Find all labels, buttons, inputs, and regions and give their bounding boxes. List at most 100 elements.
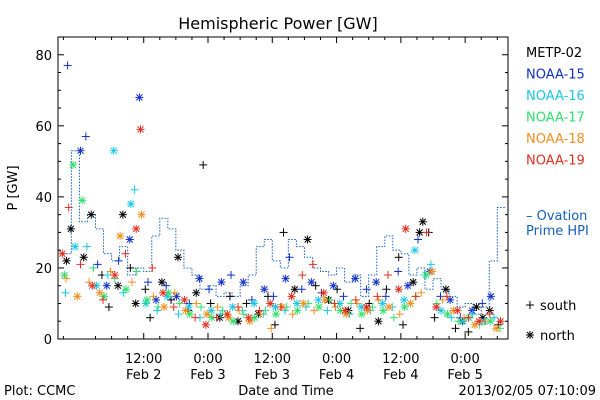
marker-legend-label-south: south [540, 299, 576, 314]
point-noaa-18-south [85, 278, 94, 287]
marker-stroke [116, 232, 124, 240]
point-metp-02-south [146, 313, 155, 322]
point-noaa-19-south [485, 310, 494, 319]
point-noaa-15-north [102, 281, 111, 290]
point-noaa-17-north [229, 317, 238, 326]
point-noaa-15-north [260, 285, 269, 294]
point-noaa-15-south [269, 292, 278, 301]
point-noaa-18-south [352, 299, 361, 308]
point-noaa-19-south [373, 292, 382, 301]
marker-stroke [260, 285, 268, 293]
point-noaa-19-north [180, 295, 189, 304]
marker-stroke [192, 289, 200, 297]
plot-credit: Plot: CCMC [4, 384, 75, 399]
point-noaa-18-north [320, 295, 329, 304]
marker-stroke [119, 211, 127, 219]
point-metp-02-north [418, 217, 427, 226]
y-axis: 0 20 40 60 80 [35, 49, 508, 348]
marker-stroke [181, 296, 188, 304]
point-noaa-17-north [357, 310, 366, 319]
marker-stroke [315, 296, 322, 304]
point-metp-02-south [206, 299, 215, 308]
marker-stroke [475, 317, 483, 325]
point-noaa-15-north [239, 278, 248, 287]
point-noaa-19-south [148, 263, 157, 272]
point-noaa-16-north [109, 146, 118, 155]
y-tick-label: 60 [35, 120, 52, 135]
marker-stroke [341, 307, 349, 314]
marker-stroke [419, 218, 427, 226]
y-tick-label: 0 [44, 333, 52, 348]
marker-stroke [358, 310, 366, 318]
point-noaa-16-south [174, 310, 183, 319]
marker-stroke [103, 282, 111, 290]
marker-stroke [288, 293, 295, 300]
point-noaa-19-north [475, 317, 484, 326]
marker-stroke [127, 200, 135, 208]
point-noaa-19-north [394, 285, 403, 294]
point-noaa-15-south [63, 61, 72, 70]
point-metp-02-south [270, 320, 279, 329]
legend-noaa-17: NOAA-17 [526, 111, 585, 126]
point-noaa-18-south [395, 310, 404, 319]
point-noaa-15-north [135, 93, 144, 102]
point-noaa-16-north [378, 299, 387, 308]
point-noaa-17-north [293, 306, 302, 315]
point-noaa-18-south [213, 303, 222, 312]
point-metp-02-south [104, 303, 113, 312]
point-noaa-18-north [160, 303, 169, 312]
marker-stroke [411, 246, 419, 254]
point-metp-02-north [79, 253, 88, 262]
marker-stroke [61, 271, 68, 279]
marker-stroke [409, 278, 417, 286]
marker-legend-symbol-north [526, 331, 534, 339]
marker-stroke [363, 303, 370, 311]
point-noaa-18-south [374, 295, 383, 304]
plot-frame [57, 36, 509, 340]
point-noaa-18-north [385, 303, 394, 312]
marker-stroke [138, 211, 145, 219]
point-noaa-19-north [341, 306, 350, 315]
marker-stroke [87, 211, 95, 219]
point-noaa-17-south [132, 267, 141, 276]
point-metp-02-north [409, 278, 418, 287]
point-metp-02-north [174, 253, 182, 262]
point-metp-02-south [126, 263, 135, 272]
point-noaa-19-north [401, 224, 410, 233]
point-noaa-15-south [297, 285, 306, 294]
marker-stroke [202, 321, 210, 329]
point-metp-02-south [199, 160, 208, 169]
marker-stroke [459, 317, 467, 325]
marker-stroke [229, 317, 237, 325]
point-noaa-16-north [126, 199, 135, 208]
points-layer [58, 61, 505, 336]
marker-stroke [182, 307, 189, 314]
point-metp-02-south [382, 285, 391, 294]
marker-stroke [132, 300, 140, 307]
marker-stroke [395, 285, 403, 293]
point-noaa-18-north [73, 292, 82, 301]
point-metp-02-north [157, 278, 166, 287]
x-tick-label-date: Feb 3 [255, 368, 290, 383]
point-noaa-15-south [478, 299, 487, 308]
marker-stroke [416, 229, 423, 236]
point-metp-02-north [131, 299, 140, 308]
marker-stroke [240, 278, 247, 286]
marker-stroke [364, 307, 371, 314]
point-noaa-15-south [93, 260, 102, 269]
x-tick-label-date: Feb 4 [383, 368, 418, 383]
marker-stroke [173, 293, 180, 300]
marker-stroke [58, 250, 66, 258]
point-noaa-19-north [362, 303, 371, 312]
marker-stroke [207, 307, 215, 314]
point-noaa-17-south [389, 313, 398, 322]
marker-stroke [132, 225, 140, 233]
point-noaa-15-north [76, 146, 85, 155]
marker-stroke [143, 296, 151, 304]
x-tick-label-time: 12:00 [382, 352, 419, 367]
marker-stroke [442, 285, 450, 293]
point-noaa-17-south [89, 263, 98, 272]
point-noaa-16-north [459, 317, 467, 326]
marker-stroke [250, 300, 258, 307]
point-noaa-15-north [217, 278, 226, 287]
